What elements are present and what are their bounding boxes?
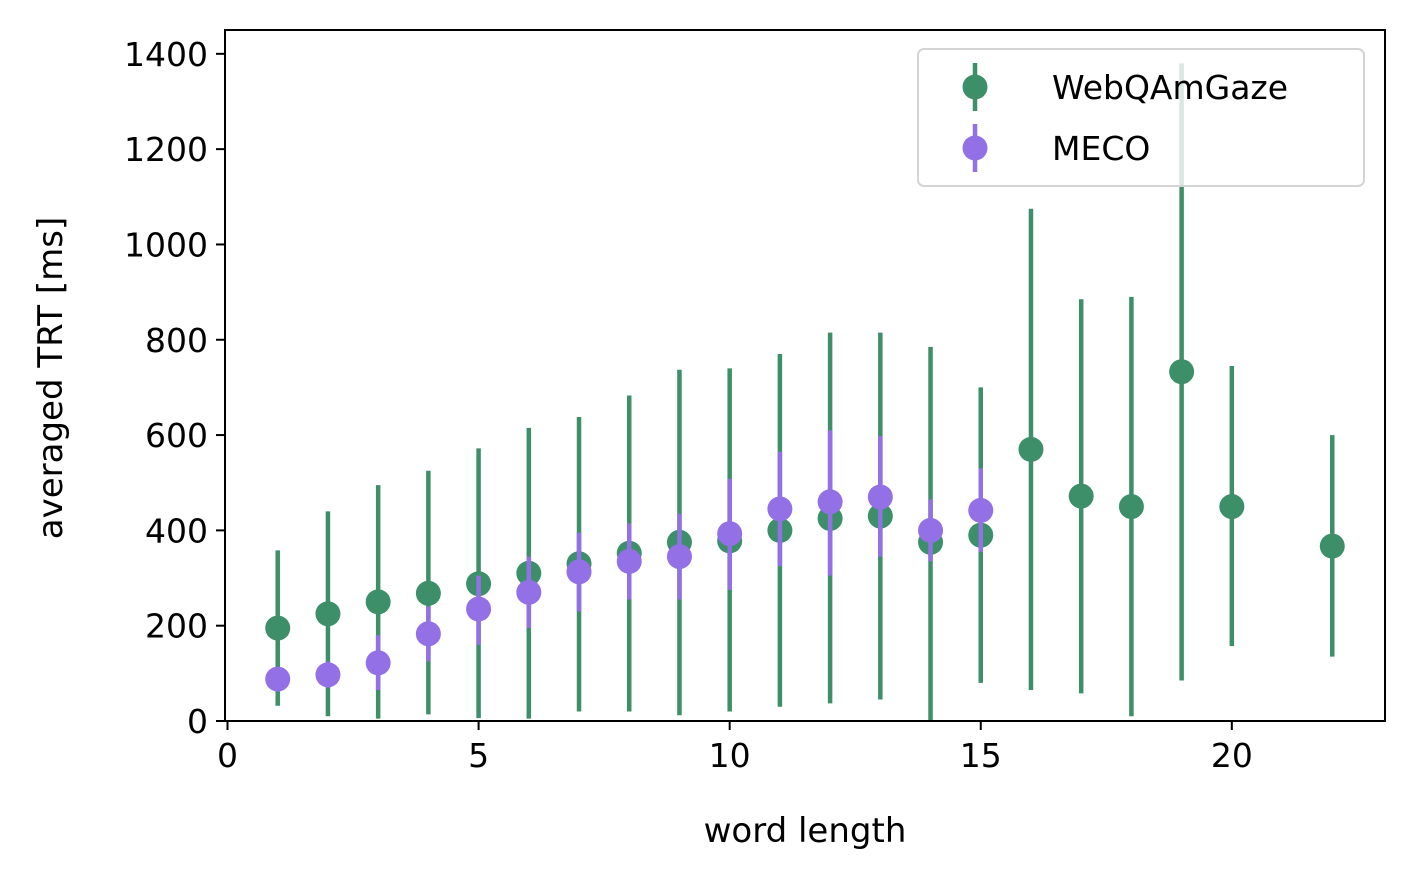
data-point xyxy=(315,662,341,688)
y-tick-label: 200 xyxy=(145,607,208,646)
data-point xyxy=(717,521,743,547)
y-tick-label: 1000 xyxy=(124,225,208,264)
data-point xyxy=(415,621,441,647)
legend-marker xyxy=(962,74,988,100)
data-point xyxy=(817,489,843,515)
y-axis-label: averaged TRT [ms] xyxy=(31,217,71,539)
data-point xyxy=(365,589,391,615)
data-point xyxy=(616,548,642,574)
legend-label: WebQAmGaze xyxy=(1052,68,1288,107)
data-point xyxy=(566,559,592,585)
legend-item: WebQAmGaze xyxy=(962,63,1288,111)
plot-area-frame xyxy=(224,29,1386,722)
data-point xyxy=(1068,483,1094,509)
y-tick-label: 800 xyxy=(145,321,208,360)
y-tick-label: 1400 xyxy=(124,35,208,74)
data-point xyxy=(365,650,391,676)
data-point xyxy=(1169,359,1195,385)
data-point xyxy=(1118,494,1144,520)
data-point xyxy=(767,496,793,522)
x-tick-label: 15 xyxy=(960,736,1002,775)
legend-marker xyxy=(962,135,988,161)
data-point xyxy=(516,579,542,605)
x-tick-label: 10 xyxy=(709,736,751,775)
legend-item: MECO xyxy=(962,124,1150,172)
data-point xyxy=(265,615,291,641)
x-tick-label: 5 xyxy=(468,736,489,775)
x-axis-label: word length xyxy=(704,811,907,851)
data-point xyxy=(968,497,994,523)
data-point xyxy=(415,580,441,606)
x-tick-label: 20 xyxy=(1211,736,1253,775)
x-tick-label: 0 xyxy=(217,736,238,775)
y-tick-label: 400 xyxy=(145,511,208,550)
data-point xyxy=(315,601,341,627)
data-point xyxy=(867,484,893,510)
series-meco xyxy=(265,430,994,692)
y-tick-label: 0 xyxy=(187,702,208,741)
data-point xyxy=(466,596,492,622)
y-tick-label: 600 xyxy=(145,416,208,455)
data-point xyxy=(918,517,944,543)
data-point xyxy=(666,544,692,570)
legend-label: MECO xyxy=(1052,129,1150,168)
legend-box xyxy=(917,48,1365,187)
data-point xyxy=(1018,436,1044,462)
data-point xyxy=(1319,533,1345,559)
data-point xyxy=(1219,494,1245,520)
y-tick-label: 1200 xyxy=(124,130,208,169)
chart-marks xyxy=(265,63,1345,721)
data-point xyxy=(265,666,291,692)
legend: WebQAmGaze MECO xyxy=(917,48,1365,187)
